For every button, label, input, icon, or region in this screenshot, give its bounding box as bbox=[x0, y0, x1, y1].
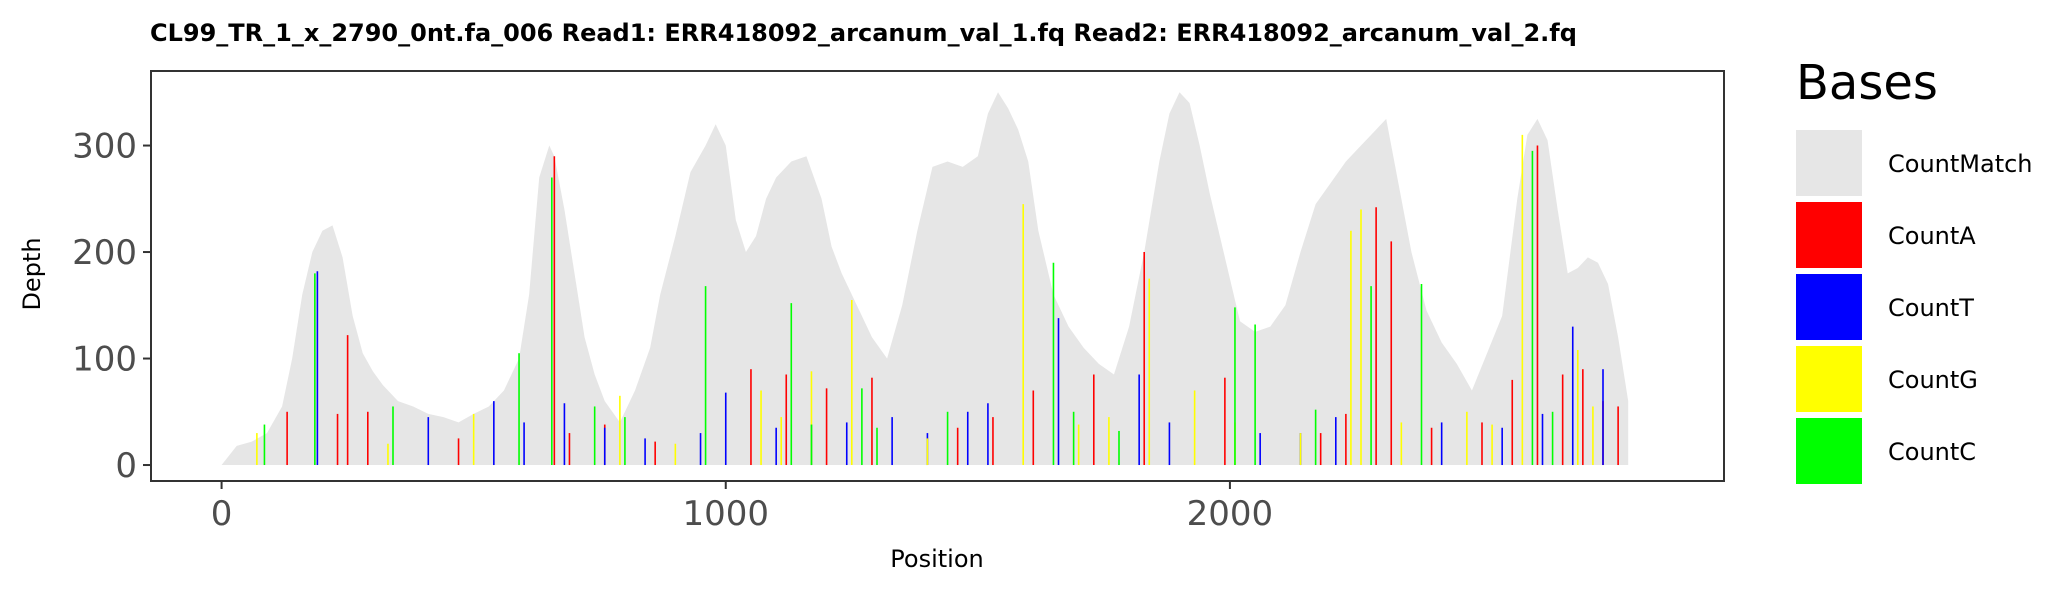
series-countg bbox=[256, 134, 1594, 466]
y-axis-title: Depth bbox=[18, 237, 46, 310]
legend-swatch bbox=[1796, 346, 1862, 412]
x-axis: 0 1000 2000 bbox=[211, 481, 1273, 534]
series-layer bbox=[221, 92, 1629, 466]
x-axis-title: Position bbox=[890, 545, 983, 573]
legend-swatch bbox=[1796, 130, 1862, 196]
legend-item-counta: CountA bbox=[1796, 202, 1976, 268]
x-tick-label: 0 bbox=[211, 494, 233, 534]
legend-label: CountT bbox=[1888, 294, 1974, 322]
y-axis: 0 100 200 300 bbox=[72, 127, 151, 486]
x-tick-label: 2000 bbox=[1187, 494, 1274, 534]
series-counta bbox=[286, 145, 1619, 466]
x-tick-label: 1000 bbox=[682, 494, 769, 534]
y-tick-label: 0 bbox=[115, 446, 137, 486]
legend-item-countg: CountG bbox=[1796, 346, 1978, 412]
plot-area: 0 1000 2000 0 100 200 300 bbox=[72, 70, 1725, 534]
legend-item-countt: CountT bbox=[1796, 274, 1974, 340]
y-tick-label: 200 bbox=[72, 233, 137, 273]
y-tick-label: 300 bbox=[72, 127, 137, 167]
legend-title: Bases bbox=[1796, 55, 1938, 111]
legend-label: CountC bbox=[1888, 438, 1976, 466]
legend-swatch bbox=[1796, 202, 1862, 268]
plot-panel-border bbox=[150, 70, 1725, 482]
legend-swatch bbox=[1796, 274, 1862, 340]
series-countmatch bbox=[221, 92, 1629, 466]
legend-item-countc: CountC bbox=[1796, 418, 1976, 484]
coverage-area bbox=[221, 92, 1629, 466]
legend-item-countmatch: CountMatch bbox=[1796, 130, 2033, 196]
legend-label: CountA bbox=[1888, 222, 1976, 250]
legend-label: CountMatch bbox=[1888, 150, 2033, 178]
legend-items: CountMatch CountA CountT CountG CountC bbox=[1796, 130, 2033, 484]
legend-label: CountG bbox=[1888, 366, 1978, 394]
legend: Bases CountMatch CountA CountT CountG CountC bbox=[1796, 55, 2033, 484]
y-tick-label: 100 bbox=[72, 340, 137, 380]
chart-title: CL99_TR_1_x_2790_0nt.fa_006 Read1: ERR41… bbox=[150, 19, 1577, 47]
legend-swatch bbox=[1796, 418, 1862, 484]
series-countc bbox=[263, 150, 1554, 466]
